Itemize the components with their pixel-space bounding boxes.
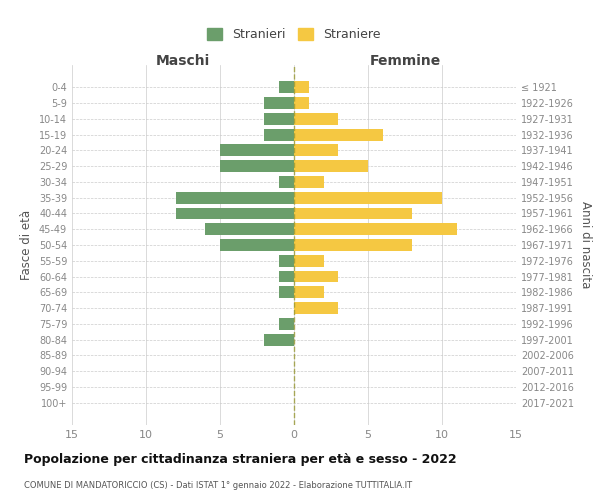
Bar: [220, 160, 294, 172]
Bar: [176, 192, 294, 203]
Bar: [279, 82, 294, 93]
Bar: [265, 113, 294, 124]
Bar: [220, 239, 294, 251]
Bar: [294, 286, 323, 298]
Bar: [265, 128, 294, 140]
Bar: [265, 334, 294, 345]
Bar: [279, 270, 294, 282]
Y-axis label: Fasce di età: Fasce di età: [20, 210, 33, 280]
Bar: [294, 128, 383, 140]
Bar: [294, 82, 309, 93]
Text: Maschi: Maschi: [156, 54, 210, 68]
Bar: [294, 224, 457, 235]
Bar: [294, 113, 338, 124]
Bar: [294, 208, 412, 220]
Bar: [294, 160, 368, 172]
Text: Femmine: Femmine: [370, 54, 440, 68]
Bar: [279, 255, 294, 266]
Bar: [220, 144, 294, 156]
Legend: Stranieri, Straniere: Stranieri, Straniere: [203, 24, 385, 45]
Bar: [279, 318, 294, 330]
Bar: [265, 97, 294, 109]
Bar: [294, 302, 338, 314]
Bar: [294, 97, 309, 109]
Text: Popolazione per cittadinanza straniera per età e sesso - 2022: Popolazione per cittadinanza straniera p…: [24, 452, 457, 466]
Bar: [205, 224, 294, 235]
Bar: [294, 239, 412, 251]
Bar: [279, 286, 294, 298]
Bar: [294, 192, 442, 203]
Bar: [176, 208, 294, 220]
Text: COMUNE DI MANDATORICCIO (CS) - Dati ISTAT 1° gennaio 2022 - Elaborazione TUTTITA: COMUNE DI MANDATORICCIO (CS) - Dati ISTA…: [24, 481, 412, 490]
Bar: [294, 144, 338, 156]
Bar: [294, 255, 323, 266]
Y-axis label: Anni di nascita: Anni di nascita: [580, 202, 592, 288]
Bar: [294, 176, 323, 188]
Bar: [279, 176, 294, 188]
Bar: [294, 270, 338, 282]
